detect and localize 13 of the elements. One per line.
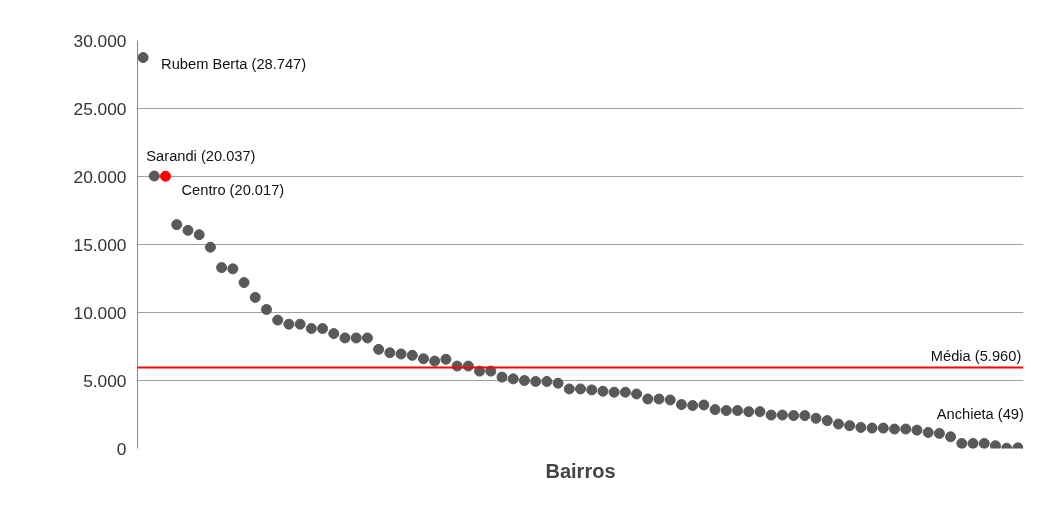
y-tick-label: 25.000 — [73, 98, 127, 119]
y-tick-label: 0 — [116, 438, 127, 459]
ref-line-label: Média (5.960) — [930, 348, 1022, 365]
y-tick-label: 15.000 — [73, 234, 127, 255]
y-tick-label: 5.000 — [83, 370, 127, 391]
annotation: Centro (20.017) — [181, 182, 285, 199]
annotation: Anchieta (49) — [936, 405, 1024, 422]
x-axis-title: Bairros — [545, 459, 616, 482]
y-tick-label: 20.000 — [73, 166, 127, 187]
y-tick-label: 30.000 — [73, 30, 127, 51]
annotation: Rubem Berta (28.747) — [161, 55, 307, 72]
annotation: Sarandi (20.037) — [146, 148, 256, 164]
y-tick-label: 10.000 — [73, 302, 127, 323]
